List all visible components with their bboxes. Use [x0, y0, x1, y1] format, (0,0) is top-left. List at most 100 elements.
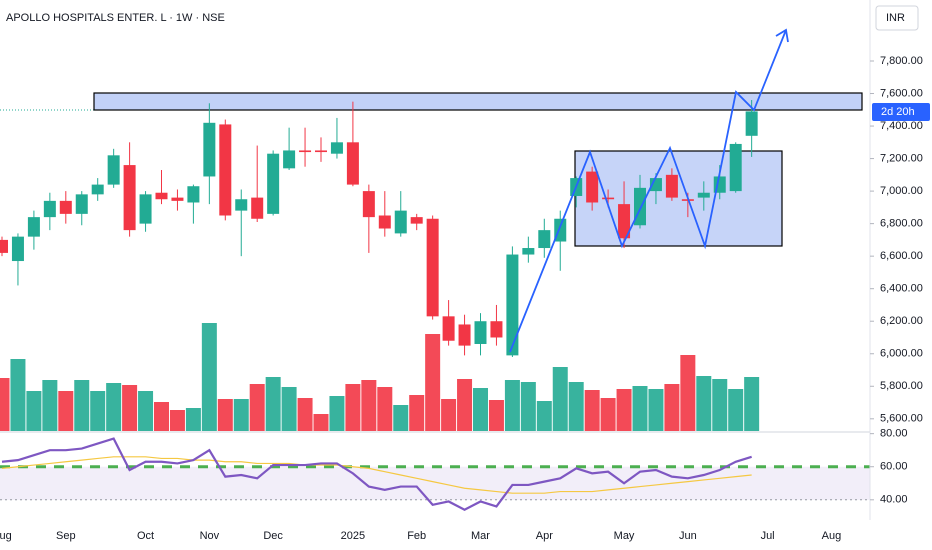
candle-body [283, 150, 296, 169]
arrow-head [775, 28, 789, 43]
currency-button[interactable] [875, 5, 919, 31]
candle-body [315, 150, 327, 153]
x-tick-label: 2025 [341, 530, 365, 542]
volume-bar [281, 387, 297, 431]
volume-bar [473, 388, 488, 431]
volume-bar [712, 379, 728, 431]
volume-bar [680, 355, 696, 431]
candle-body [123, 165, 136, 231]
candle-body [203, 122, 216, 177]
volume-bar [345, 384, 361, 431]
rsi-tick-label: 40.00 [880, 494, 908, 506]
volume-bar [696, 376, 712, 431]
y-tick-label: 5,800.00 [880, 380, 923, 392]
y-tick-label: 6,000.00 [880, 348, 923, 360]
rsi-tick-label: 60.00 [880, 461, 908, 473]
rsi-tick-label: 80.00 [880, 428, 908, 440]
pattern-line [509, 29, 787, 353]
volume-bar [169, 410, 185, 431]
candle-body [490, 321, 503, 338]
volume-bar [10, 359, 26, 431]
volume-bar [185, 408, 201, 431]
currency[interactable]: INR [886, 12, 905, 24]
x-tick-label: Aug [822, 530, 842, 542]
volume-bar [728, 389, 744, 431]
y-tick-label: 6,800.00 [880, 218, 923, 230]
x-tick-label: Feb [407, 530, 426, 542]
candle-body [219, 124, 232, 216]
volume-bar [520, 382, 536, 431]
x-tick-label: Sep [56, 530, 76, 542]
volume-bar [74, 380, 90, 431]
volume-bar [504, 380, 520, 431]
volume-bar [26, 391, 42, 431]
volume-bar [425, 334, 441, 431]
overlay [509, 28, 789, 353]
candle-body [11, 236, 24, 262]
y-tick-label: 7,200.00 [880, 152, 923, 164]
candle-body [59, 200, 72, 214]
candle-body [538, 230, 551, 249]
rsi-band [0, 466, 870, 500]
candle-body [697, 192, 710, 198]
candle-body [330, 142, 343, 154]
volume-bar [552, 367, 568, 431]
candle-body [522, 248, 535, 255]
volume-bar [488, 400, 504, 431]
x-tick-label: Jun [679, 530, 697, 542]
drawings [0, 92, 863, 247]
volume-bar [329, 396, 345, 431]
volume-bar [361, 380, 377, 431]
x-tick-label: Aug [0, 530, 12, 542]
rsi-line [1, 437, 752, 511]
volume-bar [377, 387, 393, 431]
candle-body [665, 174, 678, 198]
candle-body [155, 192, 168, 200]
candle-body [394, 210, 407, 234]
volume-bar [217, 399, 233, 431]
volume-bar [632, 386, 648, 431]
candle-body [75, 194, 88, 214]
volume-bar [122, 385, 138, 431]
volume-bar [297, 398, 313, 431]
plot [0, 100, 870, 511]
x-tick-label: Nov [200, 530, 220, 542]
volume-bar [138, 391, 154, 431]
volume-bar [201, 323, 217, 431]
x-tick-label: Oct [137, 530, 154, 542]
volume-bar [58, 391, 74, 431]
volume-bar [0, 378, 10, 431]
candle-body [506, 254, 519, 356]
volume-bar [664, 384, 680, 431]
candle-body [474, 321, 487, 344]
countdown-tag [872, 103, 930, 121]
volume-bar [233, 399, 249, 431]
x-tick-label: May [614, 530, 635, 542]
candle-body [139, 194, 152, 224]
candle-body [410, 217, 423, 224]
volume-bar [457, 379, 473, 431]
candle-body [91, 184, 104, 195]
volume-bar [616, 389, 632, 431]
volume-bar [90, 391, 106, 431]
candle-body [602, 197, 615, 200]
volume-bar [249, 384, 265, 431]
candle-body [745, 111, 758, 136]
resistance-zone [93, 92, 863, 111]
y-tick-label: 6,600.00 [880, 250, 923, 262]
volume-bar [584, 390, 600, 431]
y-tick-label: 6,400.00 [880, 283, 923, 295]
volume-bar [393, 405, 409, 431]
candle-body [586, 171, 599, 203]
volume-bar [42, 380, 58, 431]
y-tick-label: 7,400.00 [880, 120, 923, 132]
candle-body [346, 142, 359, 185]
countdown: 2d 20h [881, 106, 915, 118]
volume-bar [265, 377, 281, 431]
volume-bar [106, 383, 122, 431]
chart-title: APOLLO HOSPITALS ENTER. L · 1W · NSE [6, 12, 225, 24]
candle-body [442, 316, 455, 341]
y-tick-label: 7,600.00 [880, 87, 923, 99]
